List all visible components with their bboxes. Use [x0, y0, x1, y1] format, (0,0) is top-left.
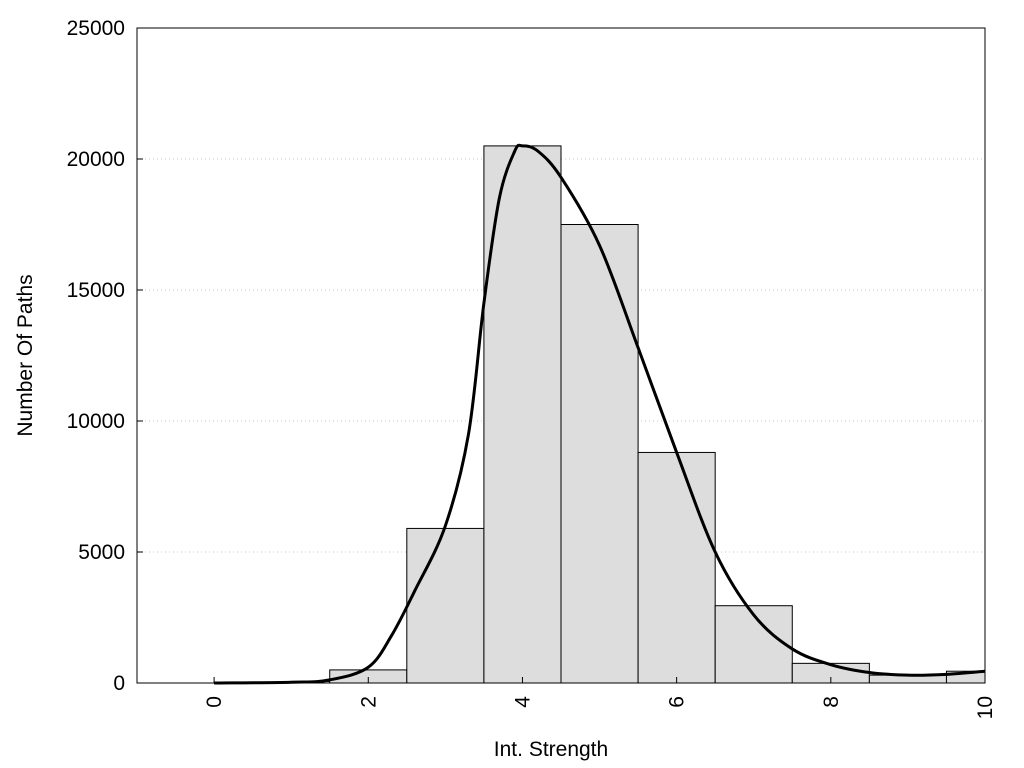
histogram-bar — [406, 527, 485, 684]
density-curve-line — [214, 143, 986, 685]
histogram-bar — [637, 451, 716, 684]
x-tick-label: 4 — [511, 696, 534, 708]
y-tick-label: 5000 — [78, 541, 125, 564]
x-tick-label: 0 — [203, 696, 226, 708]
x-tick-label: 2 — [357, 696, 380, 708]
x-axis-title: Int. Strength — [494, 738, 608, 761]
x-tick-label: 8 — [820, 696, 843, 708]
histogram-bar — [560, 224, 639, 684]
histogram-bar — [714, 605, 793, 684]
x-tick-label: 10 — [974, 696, 997, 719]
y-tick-label: 0 — [113, 672, 125, 695]
y-tick-label: 25000 — [67, 17, 125, 40]
y-tick-label: 15000 — [67, 279, 125, 302]
y-tick-label: 20000 — [67, 148, 125, 171]
plot-frame — [136, 27, 986, 684]
y-tick-label: 10000 — [67, 410, 125, 433]
y-axis-title: Number Of Paths — [14, 274, 37, 436]
x-tick-label: 6 — [666, 696, 689, 708]
